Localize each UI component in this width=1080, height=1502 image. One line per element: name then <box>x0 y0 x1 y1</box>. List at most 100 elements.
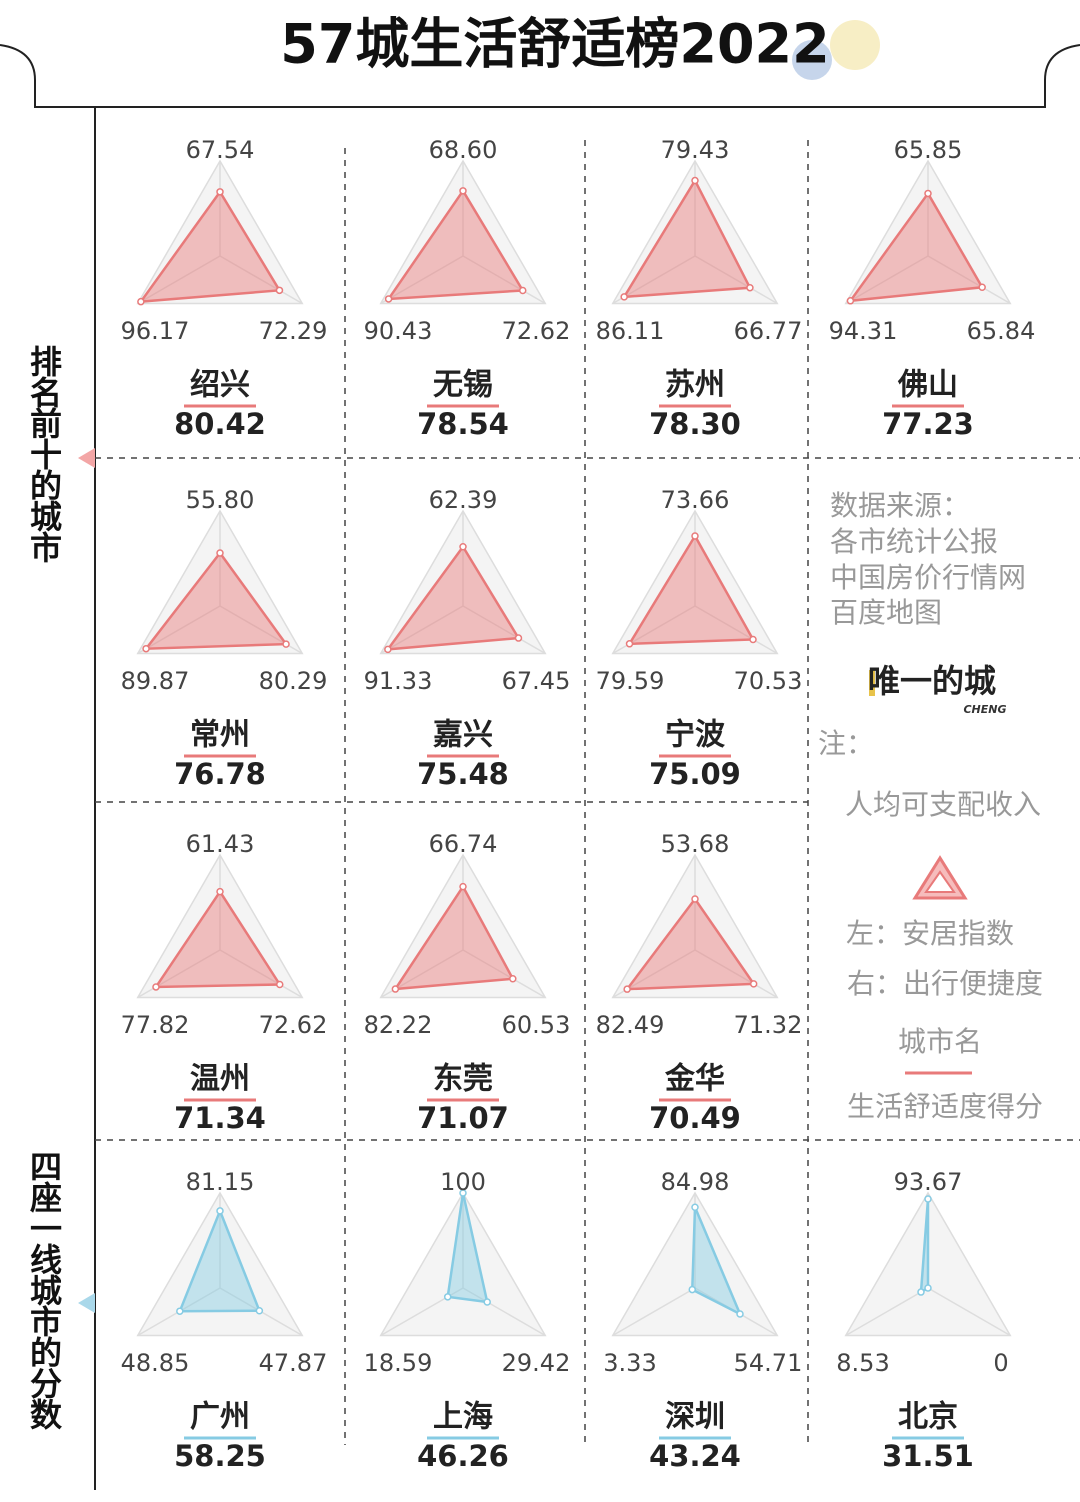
value-label: 86.11 <box>596 317 665 345</box>
radar-area <box>627 533 756 646</box>
value-label: 90.43 <box>364 317 433 345</box>
value-label: 79.43 <box>661 136 730 164</box>
spoke <box>219 255 303 305</box>
value-label: 72.62 <box>502 317 571 345</box>
radar-point <box>391 985 400 993</box>
score: 80.42 <box>174 407 266 441</box>
value-label: 80.29 <box>259 667 328 695</box>
value-label: 91.33 <box>364 667 433 695</box>
city-name: 无锡 <box>433 368 493 403</box>
value-label: 65.85 <box>894 136 963 164</box>
radar-point <box>620 293 628 301</box>
score: 75.48 <box>417 757 509 791</box>
radar-point <box>384 295 393 303</box>
spoke <box>612 1287 696 1337</box>
value-label: 82.22 <box>364 1011 433 1039</box>
spoke <box>380 605 464 655</box>
radar-point <box>749 635 757 644</box>
radar-area <box>143 550 289 651</box>
radar-point <box>917 1288 925 1296</box>
legend-top: 人均可支配收入 <box>845 788 1041 821</box>
radar-point <box>275 980 284 989</box>
radar-point <box>623 985 631 993</box>
radar-point <box>142 644 150 653</box>
value-label: 84.98 <box>661 1168 730 1196</box>
score: 46.26 <box>417 1439 509 1473</box>
city-name: 广州 <box>190 1400 250 1435</box>
radar-area <box>690 1206 743 1317</box>
decor <box>830 20 880 70</box>
value-label: 96.17 <box>121 317 190 345</box>
value-label: 61.43 <box>186 830 255 858</box>
value-label: 77.82 <box>121 1011 190 1039</box>
spoke <box>694 255 778 305</box>
logo-mark <box>869 670 875 696</box>
value-label: 73.66 <box>661 486 730 514</box>
city-name: 嘉兴 <box>433 718 493 753</box>
radar-point <box>736 1310 744 1318</box>
radar-point <box>691 895 699 903</box>
title: 57城生活舒适榜2022 <box>280 13 829 76</box>
city-name: 宁波 <box>665 718 726 753</box>
radar-point <box>978 283 986 292</box>
radar-area <box>138 189 282 304</box>
city-name: 深圳 <box>665 1400 725 1435</box>
score: 75.09 <box>649 757 741 791</box>
source: 各市统计公报 <box>830 525 998 558</box>
value-label: 71.32 <box>734 1011 803 1039</box>
radar-area <box>153 889 283 989</box>
frame <box>0 44 1080 108</box>
value-label: 8.53 <box>836 1349 889 1377</box>
radar-area <box>446 1192 489 1304</box>
value-label: 60.53 <box>502 1011 571 1039</box>
legend-right: 右：出行便捷度 <box>847 967 1043 1000</box>
legend-left: 左：安居指数 <box>846 917 1014 950</box>
note: 注： <box>818 727 874 760</box>
city-name: 佛山 <box>897 368 958 403</box>
radar-point <box>924 1284 932 1292</box>
spoke <box>380 255 464 305</box>
section-label: 四座一线城市的分数 <box>25 1150 63 1431</box>
spoke <box>137 605 221 655</box>
radar-point <box>514 634 523 642</box>
spoke <box>462 949 546 999</box>
radar-point <box>691 1203 699 1212</box>
value-label: 89.87 <box>121 667 190 695</box>
radar-area <box>177 1207 262 1313</box>
radar-point <box>509 975 517 983</box>
value-label: 29.42 <box>502 1349 571 1377</box>
value-label: 0 <box>993 1349 1008 1377</box>
marker <box>78 448 95 468</box>
city-name: 东莞 <box>433 1062 493 1097</box>
radar-point <box>216 887 224 896</box>
radar-area <box>392 884 515 991</box>
score: 78.54 <box>417 407 509 441</box>
spoke <box>462 605 546 655</box>
spoke <box>845 255 929 305</box>
radar-point <box>691 532 699 540</box>
value-label: 93.67 <box>894 1168 963 1196</box>
value-label: 18.59 <box>364 1349 433 1377</box>
radar-point <box>216 188 224 196</box>
radar-point <box>459 542 467 551</box>
radar-point <box>691 176 699 185</box>
value-label: 62.39 <box>429 486 498 514</box>
value-label: 3.33 <box>603 1349 656 1377</box>
radar-point <box>625 640 634 648</box>
spoke <box>462 1287 546 1337</box>
value-label: 67.54 <box>186 136 255 164</box>
value-label: 79.59 <box>596 667 665 695</box>
legend-name: 城市名 <box>898 1025 982 1058</box>
score: 70.49 <box>649 1101 741 1135</box>
spoke <box>462 255 546 305</box>
radar-point <box>216 1207 224 1215</box>
value-label: 66.74 <box>429 830 498 858</box>
radar-point <box>384 645 392 654</box>
radar-area <box>386 188 525 301</box>
spoke <box>845 1287 929 1337</box>
score: 77.23 <box>882 407 974 441</box>
value-label: 53.68 <box>661 830 730 858</box>
radar-point <box>924 1195 932 1203</box>
value-label: 66.77 <box>734 317 803 345</box>
